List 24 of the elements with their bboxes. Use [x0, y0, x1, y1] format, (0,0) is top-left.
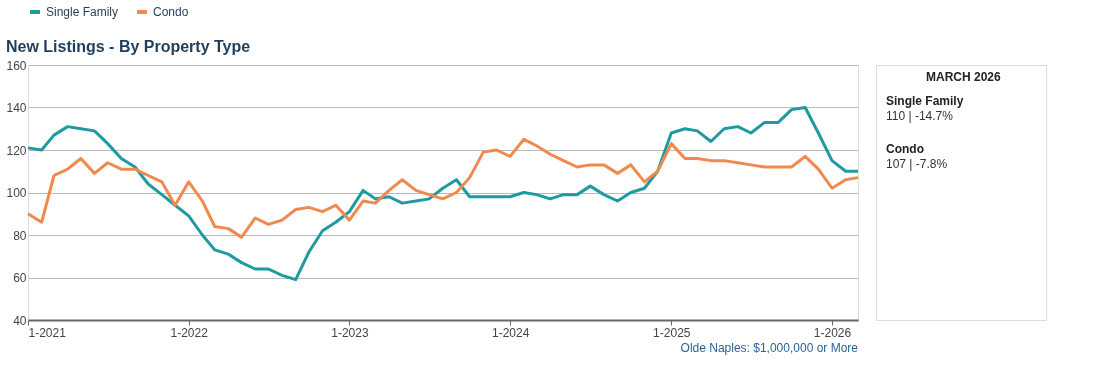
line-series	[26, 137, 860, 239]
legend-label: Single Family	[46, 5, 119, 19]
chart-title: New Listings - By Property Type	[5, 38, 251, 55]
line-series	[26, 106, 860, 282]
x-tick-label: 1-2025	[653, 325, 691, 340]
text: 107 | -7.8%	[886, 157, 948, 171]
y-tick-label: 100	[6, 186, 27, 200]
text: Condo	[886, 142, 924, 156]
y-tick-label: 40	[13, 313, 27, 328]
x-tick-label: 1-2022	[170, 325, 209, 340]
x-tick-label: 1-2023	[331, 325, 369, 340]
y-tick-label: 60	[13, 271, 27, 285]
y-tick-label: 80	[13, 228, 27, 243]
x-tick-label: 1-2024	[491, 325, 530, 340]
x-tick-label: 1-2021	[28, 325, 67, 340]
text: Olde Naples: $1,000,000 or More	[680, 341, 859, 355]
text: 110 | -14.7%	[886, 109, 954, 123]
legend-label: Condo	[153, 5, 189, 19]
text: Single Family	[886, 94, 964, 108]
y-tick-label: 120	[6, 143, 27, 158]
x-tick-label: 1-2026	[813, 325, 852, 340]
text: MARCH 2026	[926, 70, 1002, 84]
y-tick-label: 160	[6, 58, 27, 73]
y-tick-label: 140	[6, 101, 27, 115]
